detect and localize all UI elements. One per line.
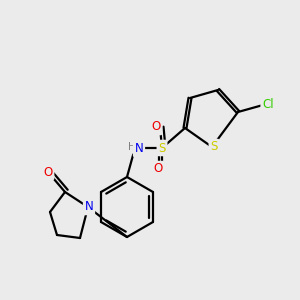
Text: N: N xyxy=(135,142,143,155)
Text: S: S xyxy=(158,142,166,154)
Text: O: O xyxy=(152,121,160,134)
Text: N: N xyxy=(85,200,93,214)
Text: H: H xyxy=(128,142,136,152)
Text: Cl: Cl xyxy=(262,98,274,112)
Text: O: O xyxy=(44,166,52,178)
Text: S: S xyxy=(210,140,218,154)
Text: O: O xyxy=(153,163,163,176)
